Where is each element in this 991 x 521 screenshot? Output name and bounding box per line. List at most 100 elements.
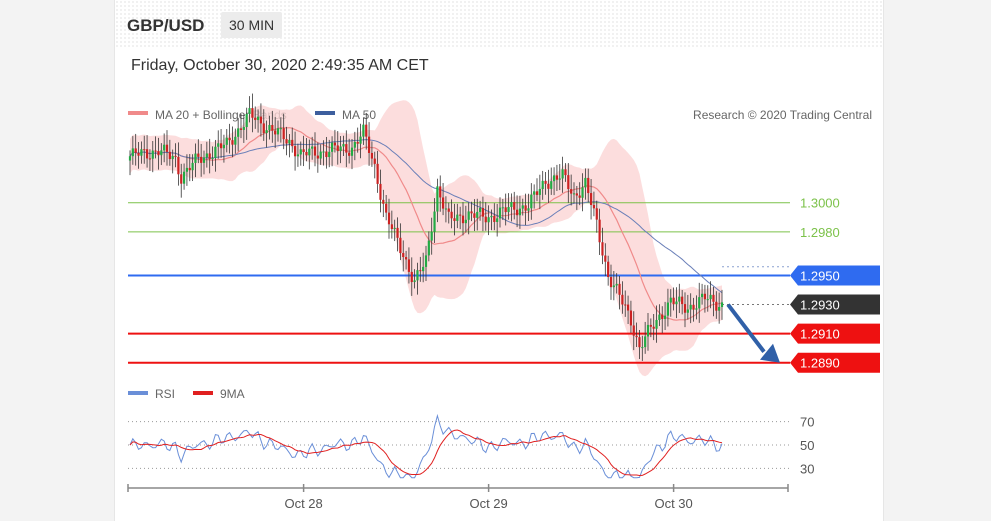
candle-body [390,224,393,230]
candle-body [703,293,707,300]
candle-body [222,144,226,149]
candle-body [316,155,319,159]
candle-body [695,308,698,310]
x-tick-label: Oct 28 [284,496,322,511]
copyright-text: Research © 2020 Trading Central [693,108,872,122]
level-label-1.2930: 1.2930 [800,298,840,313]
candle-body [299,149,302,155]
candle-body [513,202,516,210]
candle-body [325,151,328,158]
candle-body [248,108,251,114]
candle-body [285,139,288,144]
legend-rsi-label: RSI [155,387,175,401]
datetime-label: Friday, October 30, 2020 2:49:35 AM CET [131,57,429,74]
candle-body [202,157,206,163]
candle-body [555,175,559,180]
symbol-label: GBP/USD [127,16,205,35]
candle-body [379,183,382,200]
legend-rsi-swatch [128,391,148,395]
candle-body [652,326,655,329]
candle-body [422,266,425,272]
candle-body [584,177,587,188]
candle-body [504,207,507,213]
candle-body [641,347,644,349]
candle-body [399,237,402,254]
candle-body [268,124,271,131]
candle-body [592,204,596,209]
level-labels: 1.3000 1.2980 1.2950 1.2930 1.2910 1.2890 [790,196,880,373]
candle-body [632,325,635,336]
candle-body [274,130,277,135]
candle-body [530,194,533,209]
candle-body [689,304,692,310]
candle-body [658,314,661,320]
candle-body [700,293,704,298]
candles [128,93,724,361]
candle-body [393,227,396,230]
candle-body [370,152,374,159]
candle-body [629,310,633,326]
candle-body [160,150,163,156]
candle-body [604,255,607,262]
candle-body [254,117,257,121]
candle-body [439,186,442,198]
candle-body [572,193,576,195]
candle-body [205,153,208,158]
candle-body [510,202,513,207]
candle-body [453,218,456,221]
candle-body [180,174,183,184]
candle-body [407,259,411,272]
candle-body [678,296,681,302]
candle-body [649,324,652,327]
candle-body [470,211,473,214]
candle-body [245,113,248,128]
candle-body [382,199,385,204]
rsi-tick-30: 30 [800,461,814,476]
candle-body [433,211,436,232]
candle-body [427,240,430,256]
candle-body [333,142,337,146]
candle-body [587,177,590,194]
candle-body [598,219,601,243]
candle-body [601,242,604,256]
candle-body [498,207,502,219]
candle-body [524,205,527,211]
level-label-1.2980: 1.2980 [800,225,840,240]
candle-body [348,152,351,156]
candle-body [291,139,294,147]
candle-body [718,306,721,311]
candle-body [293,146,297,157]
candle-body [219,143,223,149]
candle-body [228,137,231,141]
candle-body [194,153,197,163]
forecast-arrow [726,303,780,363]
arrow-head [760,343,780,363]
candle-body [621,294,624,305]
candle-body [464,219,467,224]
candle-body [134,148,137,153]
candle-body [541,180,544,190]
candle-body [644,336,647,348]
candle-body [501,207,504,209]
legend-ma50-swatch [315,111,335,115]
timeframe-badge[interactable]: 30 MIN [221,12,283,38]
candle-body [518,208,522,216]
candle-body [709,294,712,300]
candle-body [698,297,701,309]
candle-body [589,193,593,205]
candle-body [527,208,530,211]
level-tag-1.2890 [790,352,880,373]
candle-body [185,167,189,172]
candle-body [396,227,399,238]
candle-body [128,156,132,161]
candle-body [373,158,376,164]
candle-body [612,285,615,288]
candle-body [402,253,405,258]
candle-body [410,271,413,283]
candle-body [350,147,354,156]
candle-body [672,297,675,305]
candle-body [242,127,245,130]
candle-body [305,152,308,156]
candle-body [168,151,171,160]
candle-body [646,324,650,337]
